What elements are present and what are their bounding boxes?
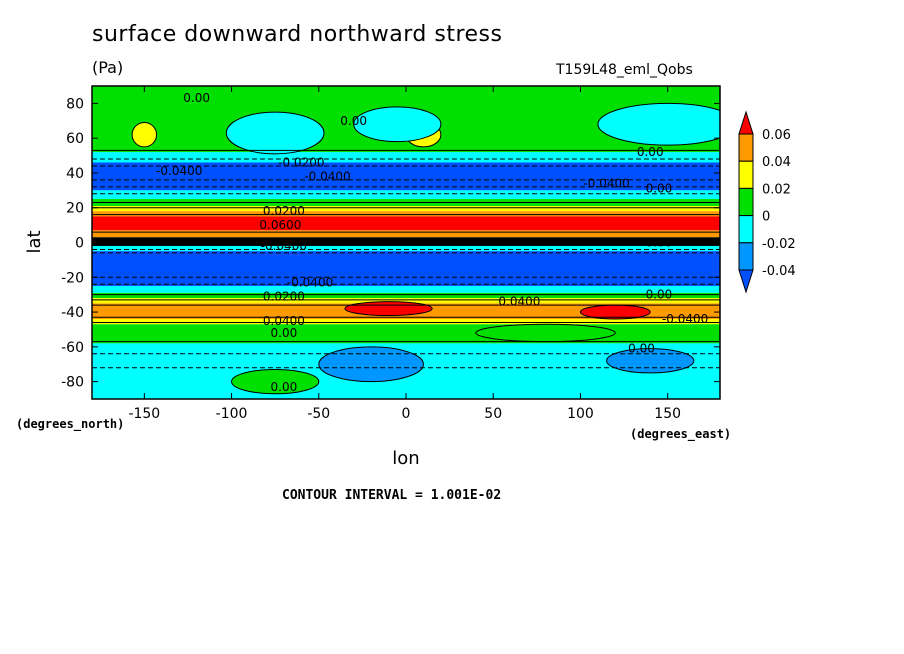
contour-label: 0.0600 [259, 218, 301, 232]
contour-label: 0.00 [637, 145, 664, 159]
x-tick-label: 0 [402, 406, 411, 422]
zonal-band [92, 292, 720, 299]
contour-label: -0.0400 [156, 164, 202, 178]
zonal-band [92, 205, 720, 212]
colorbar-label: 0.06 [762, 128, 791, 143]
colorbar-label: 0.02 [762, 182, 791, 197]
zonal-band [92, 230, 720, 238]
y-tick-label: -20 [61, 270, 84, 286]
contour-label: 0.00 [646, 236, 673, 250]
y-tick-label: 60 [66, 131, 84, 147]
region-patch [225, 111, 325, 155]
colorbar-swatch [738, 242, 754, 271]
y-tick-label: 40 [66, 166, 84, 182]
x-tick-label: -100 [216, 406, 248, 422]
contour-label: -0.0400 [304, 169, 350, 183]
region-patch [344, 301, 433, 317]
contour-label: 0.0200 [263, 204, 305, 218]
zonal-band [92, 319, 720, 325]
contour-label: -0.0400 [261, 239, 307, 253]
x-tick-label: 100 [567, 406, 594, 422]
contour-label: 0.00 [340, 114, 367, 128]
contour-label: 0.00 [183, 91, 210, 105]
region-patch [475, 323, 616, 343]
contour-label: -0.0400 [662, 312, 708, 326]
colorbar-swatch [738, 133, 754, 162]
zonal-band [92, 211, 720, 217]
colorbar-max-triangle [738, 110, 754, 135]
contour-label: 0.00 [646, 182, 673, 196]
zonal-band [92, 298, 720, 304]
zonal-band [92, 237, 720, 246]
colorbar-label: -0.02 [762, 237, 796, 252]
x-axis-label: lon [392, 448, 419, 469]
y-tick-label: 80 [66, 96, 84, 112]
region-patch [131, 122, 158, 148]
y-tick-label: 20 [66, 201, 84, 217]
x-units-label: (degrees_east) [630, 427, 731, 442]
y-tick-label: -80 [61, 375, 84, 391]
region-patch [353, 106, 442, 143]
colorbar-label: 0 [762, 210, 770, 225]
zonal-band [92, 285, 720, 293]
x-tick-label: -150 [128, 406, 160, 422]
contour-label: 0.0400 [263, 314, 305, 328]
chart-title: surface downward northward stress [92, 22, 503, 47]
contour-label: 0.00 [271, 326, 298, 340]
region-patch [318, 346, 424, 383]
run-id-label: T159L48_eml_Qobs [556, 62, 693, 78]
y-tick-label: 0 [75, 236, 84, 252]
y-axis-label: lat [24, 230, 45, 253]
zonal-band [92, 216, 720, 231]
contour-label: 0.00 [628, 342, 655, 356]
contour-interval-label: CONTOUR INTERVAL = 1.001E-02 [282, 488, 502, 503]
zonal-band [92, 152, 720, 163]
y-tick-label: -40 [61, 305, 84, 321]
contour-label: 0.0200 [263, 289, 305, 303]
zonal-band [92, 190, 720, 200]
zonal-band [92, 245, 720, 252]
contour-label: 0.0400 [498, 295, 540, 309]
x-tick-label: 50 [484, 406, 502, 422]
zonal-band [92, 162, 720, 191]
chart-units: (Pa) [92, 58, 124, 77]
contour-label: -0.0400 [583, 176, 629, 190]
zonal-band [92, 251, 720, 286]
contour-label: -0.0400 [287, 275, 333, 289]
zonal-band [92, 324, 720, 344]
x-tick-label: 150 [654, 406, 681, 422]
y-units-label: (degrees_north) [16, 417, 124, 432]
region-patch [606, 348, 695, 374]
region-patch [597, 102, 720, 146]
colorbar-swatch [738, 160, 754, 189]
colorbar-swatch [738, 215, 754, 244]
y-tick-label: -60 [61, 340, 84, 356]
colorbar-swatch [738, 187, 754, 217]
contour-label: 0.00 [646, 288, 673, 302]
x-tick-label: -50 [307, 406, 330, 422]
contour-label: -0.0200 [278, 156, 324, 170]
colorbar-label: -0.04 [762, 264, 796, 279]
colorbar-min-triangle [738, 269, 754, 294]
region-patch [231, 368, 320, 395]
colorbar-label: 0.04 [762, 155, 791, 170]
contour-label: 0.00 [271, 380, 298, 394]
